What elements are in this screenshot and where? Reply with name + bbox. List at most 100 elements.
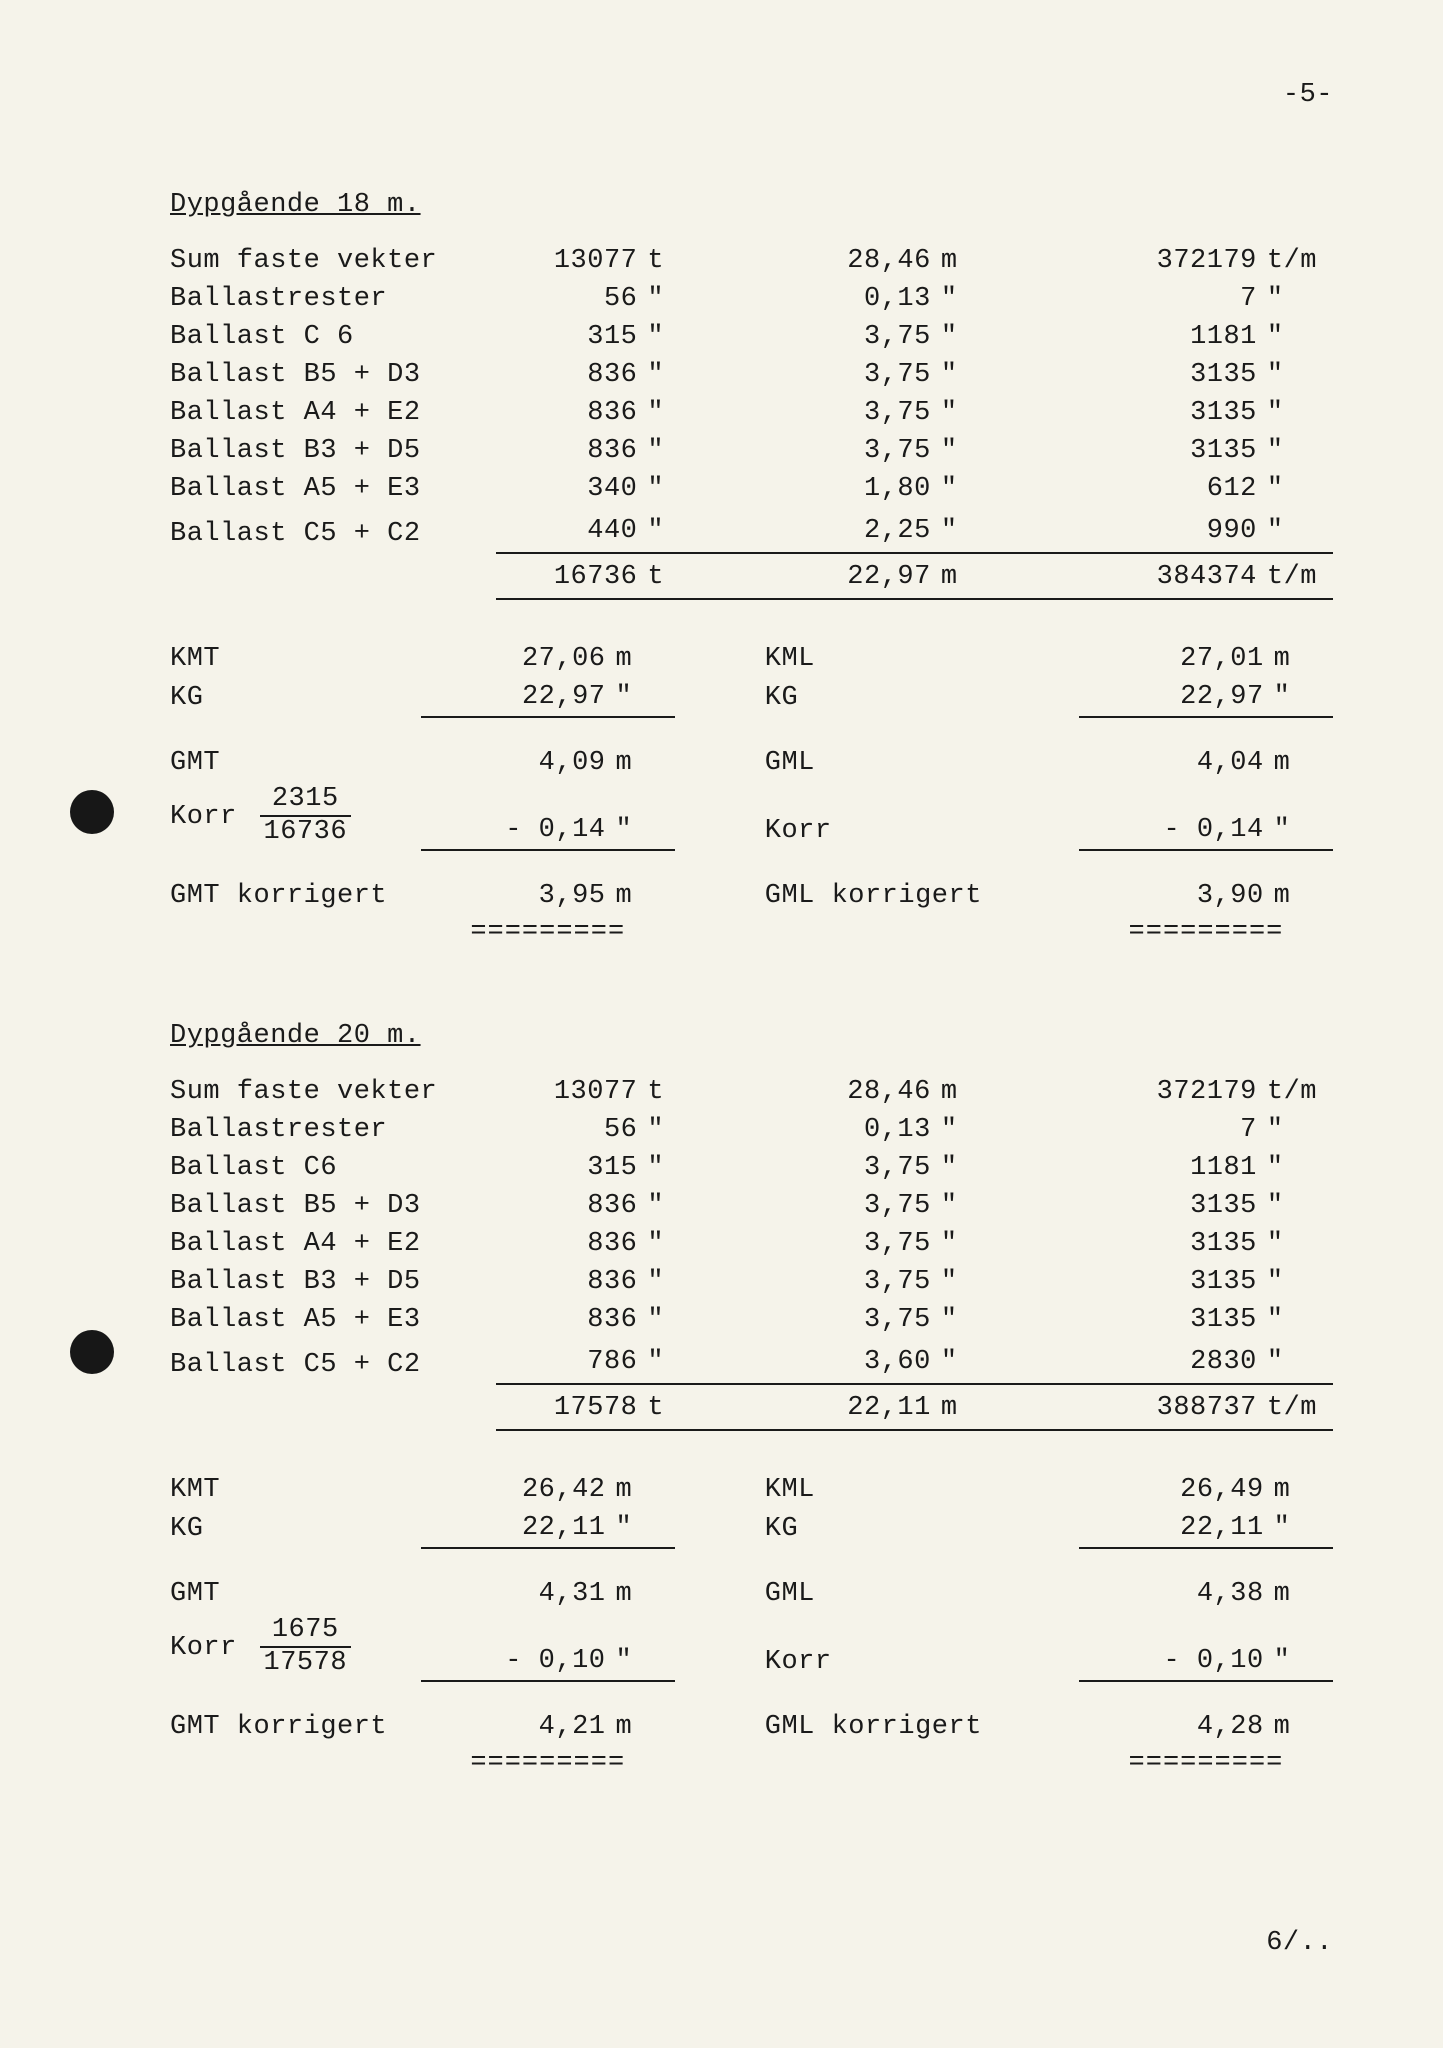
cell: Ballast B3 + D5 (170, 1263, 496, 1301)
cell: m (931, 553, 1007, 599)
cell: 3,75 (713, 432, 930, 470)
table-row: Ballast B3 + D5836"3,75"3135" (170, 1263, 1333, 1301)
table-row: GMT4,09mGML4,04m (170, 744, 1333, 782)
cell: Ballast C5 + C2 (170, 1339, 496, 1384)
page-number-top: -5- (1283, 80, 1333, 110)
cell: KG (675, 1509, 1079, 1548)
double-underline: ================== (170, 1746, 1333, 1782)
table-row: KMT26,42mKML26,49m (170, 1471, 1333, 1509)
table-row: Sum faste vekter13077t28,46m372179t/m (170, 242, 1333, 280)
cell: " (931, 1225, 1007, 1263)
cell: m (1264, 744, 1333, 782)
cell: " (605, 782, 674, 850)
cell: " (931, 318, 1007, 356)
cell: " (1257, 318, 1333, 356)
cell: 3135 (1007, 394, 1257, 432)
cell: m (931, 1384, 1007, 1430)
cell: 990 (1007, 508, 1257, 553)
cell: " (1257, 1111, 1333, 1149)
cell: Ballast B3 + D5 (170, 432, 496, 470)
cell: " (1257, 356, 1333, 394)
cell: 836 (496, 1225, 637, 1263)
cell: " (637, 1301, 713, 1339)
cell: m (605, 744, 674, 782)
cell: 3,75 (713, 1187, 930, 1225)
cell: Ballast C6 (170, 1149, 496, 1187)
corrected-row: GMT korrigert3,95mGML korrigert3,90m (170, 877, 1333, 915)
cell: " (1264, 1509, 1333, 1548)
cell: 836 (496, 356, 637, 394)
table-row: Ballast A5 + E3836"3,75"3135" (170, 1301, 1333, 1339)
table-row: Ballast B3 + D5836"3,75"3135" (170, 432, 1333, 470)
cell: - 0,14 (1079, 782, 1264, 850)
cell: " (1257, 1263, 1333, 1301)
cell: Ballastrester (170, 280, 496, 318)
cell: 836 (496, 1263, 637, 1301)
cell: 13077 (496, 1073, 637, 1111)
cell (170, 553, 496, 599)
cell: " (931, 1187, 1007, 1225)
cell: Ballast A5 + E3 (170, 470, 496, 508)
cell: 836 (496, 1187, 637, 1225)
cell: 1181 (1007, 318, 1257, 356)
cell: t (637, 242, 713, 280)
punch-hole (70, 1330, 114, 1374)
double-underline: ================== (170, 915, 1333, 951)
cell: t/m (1257, 242, 1333, 280)
cell: 13077 (496, 242, 637, 280)
table-row: Ballast C5 + C2786"3,60"2830" (170, 1339, 1333, 1384)
cell: 7 (1007, 1111, 1257, 1149)
cell: " (931, 432, 1007, 470)
cell: KMT (170, 1471, 421, 1509)
cell: " (1257, 470, 1333, 508)
table-row: Ballast A5 + E3340"1,80"612" (170, 470, 1333, 508)
cell: Ballast B5 + D3 (170, 1187, 496, 1225)
cell: 3135 (1007, 432, 1257, 470)
cell: m (1264, 877, 1333, 915)
cell: Korr 231516736 (170, 782, 421, 850)
cell: " (1257, 508, 1333, 553)
cell: 836 (496, 1301, 637, 1339)
section-title: Dypgående 20 m. (170, 1021, 1333, 1051)
cell: " (637, 470, 713, 508)
cell: GMT korrigert (170, 1708, 421, 1746)
cell: 3,75 (713, 1263, 930, 1301)
cell: - 0,10 (421, 1613, 606, 1681)
cell: " (931, 1263, 1007, 1301)
cell: " (637, 508, 713, 553)
cell: Korr 167517578 (170, 1613, 421, 1681)
fraction: 231516736 (260, 786, 352, 846)
cell: GML korrigert (675, 1708, 1079, 1746)
cell: Sum faste vekter (170, 1073, 496, 1111)
cell: " (637, 394, 713, 432)
cell: 372179 (1007, 1073, 1257, 1111)
cell: " (931, 394, 1007, 432)
cell: 3135 (1007, 1301, 1257, 1339)
cell: 4,38 (1079, 1575, 1264, 1613)
fraction: 167517578 (260, 1617, 352, 1677)
cell: 1181 (1007, 1149, 1257, 1187)
table-row: KG22,97"KG22,97" (170, 678, 1333, 717)
cell: GMT korrigert (170, 877, 421, 915)
cell: 22,97 (1079, 678, 1264, 717)
cell: KML (675, 1471, 1079, 1509)
cell: m (1264, 1471, 1333, 1509)
cell: 2,25 (713, 508, 930, 553)
cell: 3,95 (421, 877, 606, 915)
cell: 4,28 (1079, 1708, 1264, 1746)
cell: " (605, 1509, 674, 1548)
cell: " (1264, 782, 1333, 850)
cell: 3135 (1007, 1263, 1257, 1301)
cell: " (637, 1111, 713, 1149)
cell: m (605, 877, 674, 915)
cell: " (1257, 394, 1333, 432)
cell: 388737 (1007, 1384, 1257, 1430)
cell: 3,75 (713, 1225, 930, 1263)
table-row: Ballast B5 + D3836"3,75"3135" (170, 1187, 1333, 1225)
cell: " (1257, 1187, 1333, 1225)
stability-table: KMT26,42mKML26,49mKG22,11"KG22,11"GMT4,3… (170, 1471, 1333, 1782)
punch-hole (70, 790, 114, 834)
cell: 3,75 (713, 356, 930, 394)
table-row: Ballast C5 + C2440"2,25"990" (170, 508, 1333, 553)
cell: GMT (170, 1575, 421, 1613)
